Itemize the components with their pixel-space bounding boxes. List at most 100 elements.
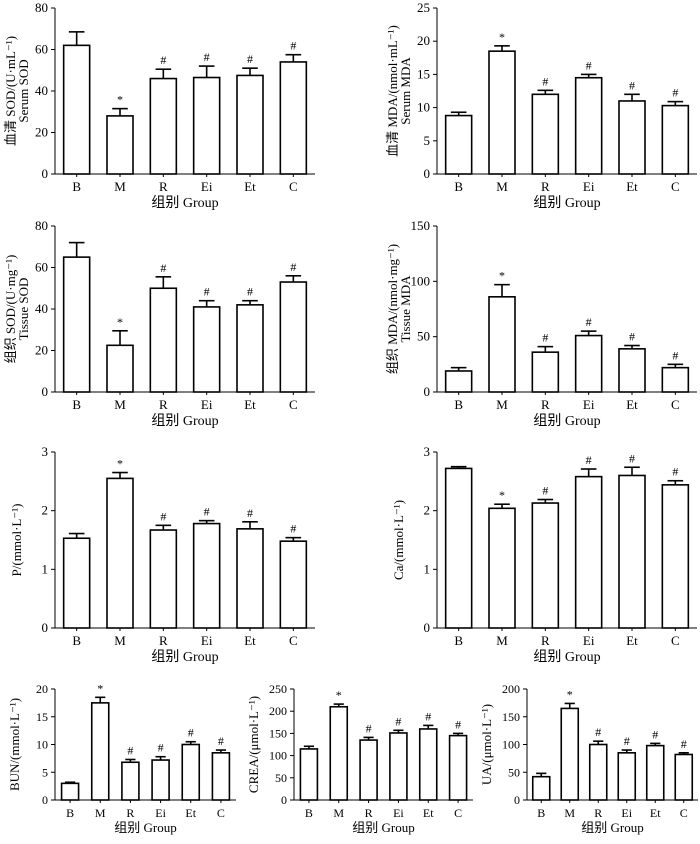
significance-hash: # <box>218 734 224 748</box>
y-tick-label: 25 <box>417 0 430 15</box>
y-tick-label: 0 <box>281 793 287 807</box>
significance-hash: # <box>160 53 166 67</box>
bar-Et <box>418 728 438 801</box>
bar-Ei <box>192 306 221 393</box>
bar-B <box>444 370 473 393</box>
y-tick-label: 100 <box>502 738 520 752</box>
y-axis-subtitle: Serum SOD <box>16 59 31 122</box>
bar-B <box>62 537 91 629</box>
bar-M <box>488 50 516 175</box>
significance-hash: # <box>672 465 678 479</box>
bar-Ei <box>192 522 221 629</box>
x-tick-label: Et <box>626 179 638 194</box>
bar-Et <box>236 528 264 629</box>
y-axis-subtitle: Tissue MDA <box>398 275 413 343</box>
x-tick-label: Ei <box>393 806 404 820</box>
y-axis-subtitle: Tissue SOD <box>16 278 31 341</box>
x-tick-label: R <box>159 179 168 194</box>
bar-C <box>661 484 690 629</box>
x-tick-label: M <box>333 806 344 820</box>
x-tick-label: Ei <box>583 179 595 194</box>
x-axis-title: 组别 Group <box>151 649 218 665</box>
bar-R <box>531 351 560 393</box>
significance-hash: # <box>204 505 210 519</box>
bar-Et <box>618 348 646 393</box>
x-tick-label: B <box>454 179 463 194</box>
x-tick-label: M <box>496 633 508 648</box>
x-tick-label: Ei <box>201 633 213 648</box>
bar-B <box>299 748 319 801</box>
chart-serum-sod: 0 20 40 60 80 B * M # R # Ei # Et # C 组别 Group 血清 SOD/(U·… <box>3 0 315 211</box>
x-tick-label: C <box>289 633 298 648</box>
x-tick-label: R <box>126 806 134 820</box>
bar-M <box>488 507 516 629</box>
bar-R <box>588 743 608 801</box>
y-tick-label: 20 <box>417 33 430 48</box>
bar-M <box>329 705 349 801</box>
y-tick-label: 80 <box>35 0 48 15</box>
x-tick-label: M <box>114 633 126 648</box>
bar-R <box>531 502 560 629</box>
x-axis-title: 组别 Group <box>533 195 600 211</box>
bar-M <box>106 477 134 629</box>
x-tick-label: B <box>454 633 463 648</box>
x-tick-label: R <box>159 397 168 412</box>
bar-Ei <box>151 759 170 801</box>
significance-hash: # <box>204 285 210 299</box>
y-axis-title: UA/(μmol·L⁻¹) <box>479 704 494 785</box>
y-tick-label: 15 <box>36 710 48 724</box>
y-tick-label: 1 <box>42 561 49 576</box>
x-tick-label: Et <box>244 397 256 412</box>
x-axis-title: 组别 Group <box>151 195 218 211</box>
y-tick-label: 5 <box>424 133 431 148</box>
significance-hash: # <box>681 737 687 751</box>
x-tick-label: C <box>671 397 680 412</box>
x-tick-label: B <box>72 633 81 648</box>
x-tick-label: M <box>496 179 508 194</box>
y-axis-title: 血清 SOD/(U·mL⁻¹) <box>3 36 18 146</box>
x-tick-label: C <box>454 806 462 820</box>
y-tick-label: 15 <box>417 66 430 81</box>
y-tick-label: 20 <box>35 125 48 140</box>
significance-hash: # <box>629 78 635 92</box>
bar-Et <box>236 74 264 175</box>
bar-C <box>661 366 690 393</box>
y-tick-label: 60 <box>35 260 48 275</box>
x-tick-label: C <box>671 633 680 648</box>
bar-B <box>444 114 473 175</box>
y-tick-label: 0 <box>42 793 48 807</box>
bar-B <box>444 467 473 629</box>
bar-M <box>560 707 580 801</box>
significance-hash: # <box>247 285 253 299</box>
significance-hash: # <box>652 727 658 741</box>
y-axis-title: 组织 MDA/(nmol·mg⁻¹) <box>385 244 400 374</box>
x-tick-label: Et <box>185 806 196 820</box>
significance-star: * <box>117 315 123 329</box>
y-tick-label: 0 <box>514 793 520 807</box>
x-tick-label: Et <box>650 806 661 820</box>
y-tick-label: 0 <box>42 384 49 399</box>
y-tick-label: 0 <box>424 384 431 399</box>
bar-B <box>62 44 91 175</box>
chart-phosphorus: 0 1 2 3 B * M # R # Ei # Et # C 组别 Group P/(mmol·L⁻¹) <box>9 444 315 665</box>
bar-Ei <box>192 76 221 175</box>
x-tick-label: Ei <box>155 806 166 820</box>
x-tick-label: C <box>289 179 298 194</box>
x-axis-title: 组别 Group <box>581 820 643 835</box>
y-axis-title: CREA/(μmol·L⁻¹) <box>246 696 261 793</box>
significance-hash: # <box>425 709 431 723</box>
y-tick-label: 1 <box>424 561 431 576</box>
significance-hash: # <box>672 348 678 362</box>
significance-hash: # <box>542 74 548 88</box>
bar-R <box>359 739 378 801</box>
bar-C <box>211 752 231 801</box>
x-tick-label: Et <box>626 397 638 412</box>
significance-hash: # <box>586 58 592 72</box>
y-tick-label: 40 <box>35 83 48 98</box>
significance-hash: # <box>629 451 635 465</box>
y-tick-label: 150 <box>411 218 431 233</box>
bar-M <box>106 344 134 393</box>
x-tick-label: B <box>72 397 81 412</box>
significance-hash: # <box>455 717 461 731</box>
significance-hash: # <box>160 509 166 523</box>
